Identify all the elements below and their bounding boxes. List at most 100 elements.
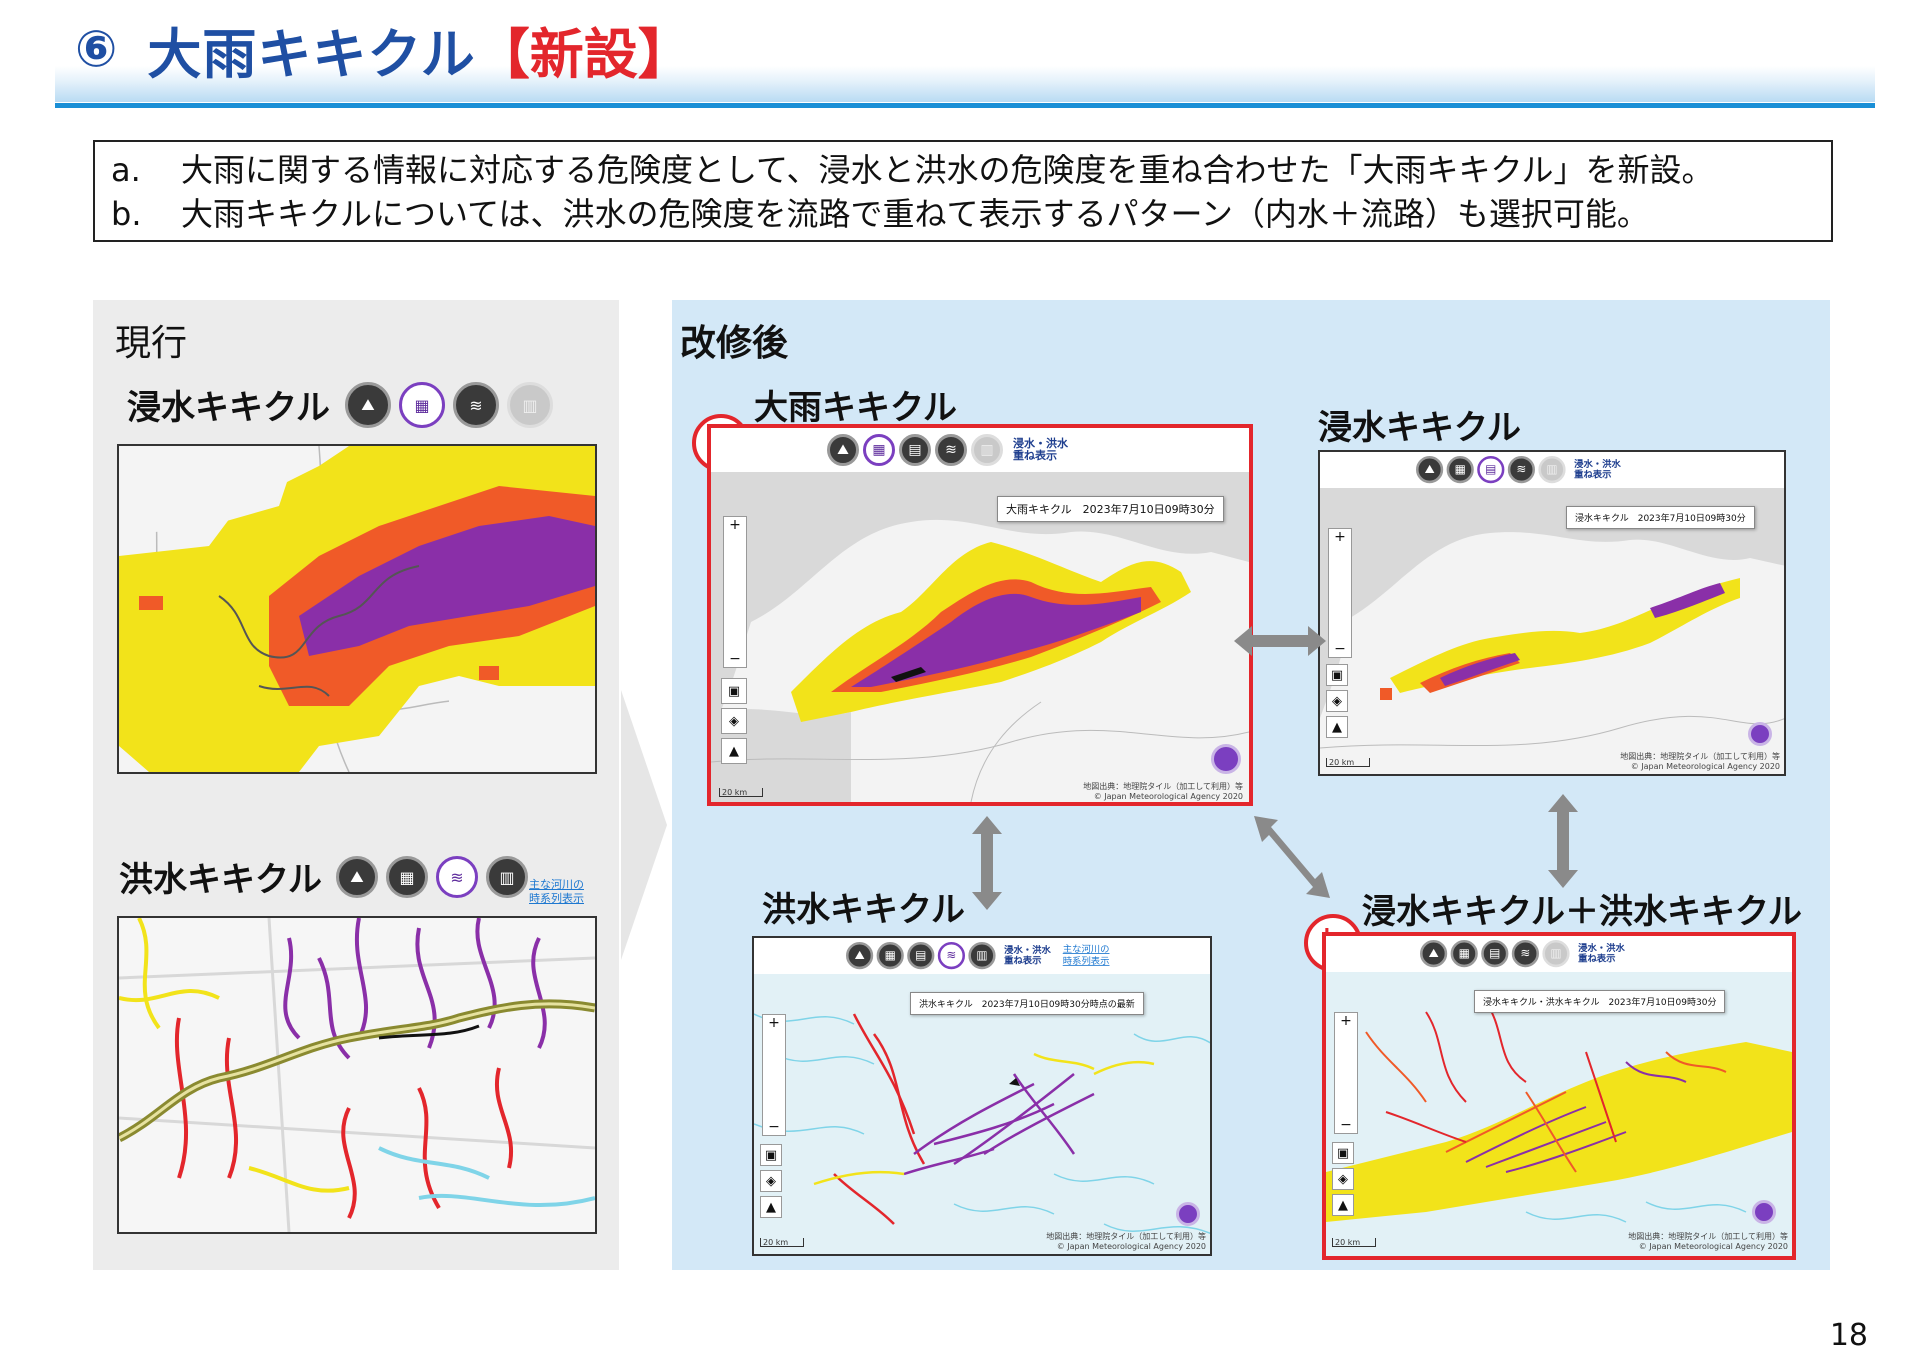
map-mode-icon[interactable]: ▣ [760, 1144, 782, 1166]
flood-icon[interactable]: ≋ [937, 942, 965, 970]
zoom-out-icon[interactable]: − [1340, 1117, 1352, 1133]
overlay-toggle[interactable]: 浸水・洪水 重ね表示 [1578, 943, 1625, 963]
inundation-icon[interactable]: ▤ [899, 434, 931, 466]
zoom-out-icon[interactable]: − [729, 651, 741, 667]
zoom-control[interactable]: + − [762, 1014, 786, 1136]
heavy-rain-icon[interactable]: ▦ [1446, 456, 1474, 484]
credit-line: 地図出典：地理院タイル（加工して利用）等 [1628, 1232, 1788, 1241]
current-inundation-label: 浸水キキクル [127, 388, 330, 428]
water-drop-icon[interactable]: ◈ [760, 1170, 782, 1192]
map-icon[interactable]: ▥ [968, 942, 996, 970]
map-credit: 地図出典：地理院タイル（加工して利用）等 © Japan Meteorologi… [1083, 782, 1243, 802]
map-credit: 地図出典：地理院タイル（加工して利用）等 © Japan Meteorologi… [1620, 752, 1780, 772]
heavy-rain-icon[interactable]: ▦ [863, 434, 895, 466]
flood-map[interactable]: ⛰ ▦ ▤ ≋ ▥ 浸水・洪水 重ね表示 主な河川の 時系列表示 [752, 936, 1212, 1256]
terrain-icon[interactable]: ▲ [1332, 1194, 1354, 1216]
landslide-icon[interactable]: ⛰ [846, 942, 874, 970]
overlay-toggle[interactable]: 浸水・洪水 重ね表示 [1574, 459, 1621, 479]
water-drop-icon[interactable]: ◈ [1326, 690, 1348, 712]
zoom-in-icon[interactable]: + [1334, 529, 1346, 545]
inundation-icon[interactable]: ▤ [1477, 456, 1505, 484]
chat-icon[interactable] [1752, 1200, 1776, 1224]
current-heading: 現行 [115, 323, 188, 364]
combined-risk-map [1326, 972, 1792, 1256]
map-icon[interactable]: ▥ [507, 382, 553, 428]
landslide-icon[interactable]: ⛰ [336, 856, 378, 898]
map-mode-icon[interactable]: ▣ [1326, 664, 1348, 686]
double-arrow-diagonal [1254, 816, 1330, 898]
map-icon[interactable]: ▥ [1542, 940, 1570, 968]
chat-icon[interactable] [1748, 722, 1772, 746]
map-tooltip: 浸水キキクル 2023年7月10日09時30分 [1566, 506, 1755, 529]
inundation-icon[interactable]: ▤ [1481, 940, 1509, 968]
landslide-icon[interactable]: ⛰ [345, 382, 391, 428]
credit-line: © Japan Meteorological Agency 2020 [1630, 762, 1780, 771]
overlay-toggle[interactable]: 浸水・洪水 重ね表示 [1013, 438, 1068, 462]
current-flood-label: 洪水キキクル [119, 860, 322, 900]
overlay-toggle-line: 重ね表示 [1574, 468, 1612, 480]
zoom-in-icon[interactable]: + [729, 517, 741, 533]
flood-icon[interactable]: ≋ [935, 434, 967, 466]
title-text: 大雨キキクル [147, 22, 476, 86]
inundation-icon[interactable]: ▦ [386, 856, 428, 898]
combined-label: 浸水キキクル＋洪水キキクル [1362, 892, 1802, 932]
map-tooltip: 浸水キキクル・洪水キキクル 2023年7月10日09時30分 [1474, 990, 1726, 1013]
revised-heading: 改修後 [680, 323, 789, 364]
current-flood-map[interactable] [117, 916, 597, 1234]
heavy-rain-icon[interactable]: ▦ [1450, 940, 1478, 968]
terrain-icon[interactable]: ▲ [721, 738, 747, 764]
current-inundation-map[interactable] [117, 444, 597, 774]
terrain-icon[interactable]: ▲ [1326, 716, 1348, 738]
title-band [55, 66, 1875, 102]
scale-bar: 20 km [1332, 1238, 1376, 1247]
zoom-out-icon[interactable]: − [1334, 641, 1346, 657]
current-flood-buttons: ⛰ ▦ ≋ ▥ [336, 856, 536, 898]
flood-icon[interactable]: ≋ [436, 856, 478, 898]
terrain-icon[interactable]: ▲ [760, 1196, 782, 1218]
heavy-rain-label: 大雨キキクル [754, 388, 957, 428]
map-credit: 地図出典：地理院タイル（加工して利用）等 © Japan Meteorologi… [1046, 1232, 1206, 1252]
flood-icon[interactable]: ≋ [453, 382, 499, 428]
map-icon[interactable]: ▥ [971, 434, 1003, 466]
zoom-control[interactable]: + − [723, 516, 747, 668]
inundation-icon[interactable]: ▤ [907, 942, 935, 970]
zoom-in-icon[interactable]: + [1340, 1013, 1352, 1029]
map-tooltip: 洪水キキクル 2023年7月10日09時30分時点の最新 [910, 992, 1144, 1015]
heavy-rain-map[interactable]: ⛰ ▦ ▤ ≋ ▥ 浸水・洪水 重ね表示 大雨キキクル 2023年7月10日09… [707, 424, 1253, 806]
inundation-map[interactable]: ⛰ ▦ ▤ ≋ ▥ 浸水・洪水 重ね表示 浸水キキクル 2023年7月10日09… [1318, 450, 1786, 776]
flood-icon[interactable]: ≋ [1507, 456, 1535, 484]
river-timeseries-link[interactable]: 主な河川の 時系列表示 [1063, 944, 1110, 968]
flood-label: 洪水キキクル [762, 890, 965, 930]
flood-icon[interactable]: ≋ [1511, 940, 1539, 968]
combined-map[interactable]: ⛰ ▦ ▤ ≋ ▥ 浸水・洪水 重ね表示 [1322, 932, 1796, 1260]
heavy-rain-icon[interactable]: ▦ [876, 942, 904, 970]
link-line: 主な河川の [529, 878, 584, 891]
zoom-out-icon[interactable]: − [768, 1119, 780, 1135]
flood-risk-map [754, 974, 1210, 1254]
water-drop-icon[interactable]: ◈ [721, 708, 747, 734]
zoom-control[interactable]: + − [1328, 528, 1352, 658]
overlay-toggle[interactable]: 浸水・洪水 重ね表示 [1004, 945, 1051, 965]
map-mode-icon[interactable]: ▣ [1332, 1142, 1354, 1164]
map-layer-buttons: ⛰ ▦ ▤ ≋ ▥ 浸水・洪水 重ね表示 主な河川の 時系列表示 [846, 942, 1110, 970]
summary-item: a. 大雨に関する情報に対応する危険度として、浸水と洪水の危険度を重ね合わせた「… [111, 148, 1815, 192]
summary-text: 大雨キキクルについては、洪水の危険度を流路で重ねて表示するパターン（内水＋流路）… [181, 195, 1649, 233]
water-drop-icon[interactable]: ◈ [1332, 1168, 1354, 1190]
chat-icon[interactable] [1211, 744, 1241, 774]
credit-line: 地図出典：地理院タイル（加工して利用）等 [1083, 782, 1243, 791]
link-line: 時系列表示 [1062, 955, 1110, 967]
landslide-icon[interactable]: ⛰ [1416, 456, 1444, 484]
inundation-icon[interactable]: ▦ [399, 382, 445, 428]
landslide-icon[interactable]: ⛰ [1420, 940, 1448, 968]
current-panel: 現行 浸水キキクル ⛰ ▦ ≋ ▥ [93, 300, 619, 1270]
map-icon[interactable]: ▥ [486, 856, 528, 898]
chat-icon[interactable] [1176, 1202, 1200, 1226]
zoom-control[interactable]: + − [1334, 1012, 1358, 1134]
map-mode-icon[interactable]: ▣ [721, 678, 747, 704]
river-timeseries-link[interactable]: 主な河川の 時系列表示 [529, 878, 584, 906]
map-icon[interactable]: ▥ [1538, 456, 1566, 484]
landslide-icon[interactable]: ⛰ [827, 434, 859, 466]
summary-box: a. 大雨に関する情報に対応する危険度として、浸水と洪水の危険度を重ね合わせた「… [93, 140, 1833, 242]
inundation-label: 浸水キキクル [1318, 408, 1521, 448]
zoom-in-icon[interactable]: + [768, 1015, 780, 1031]
